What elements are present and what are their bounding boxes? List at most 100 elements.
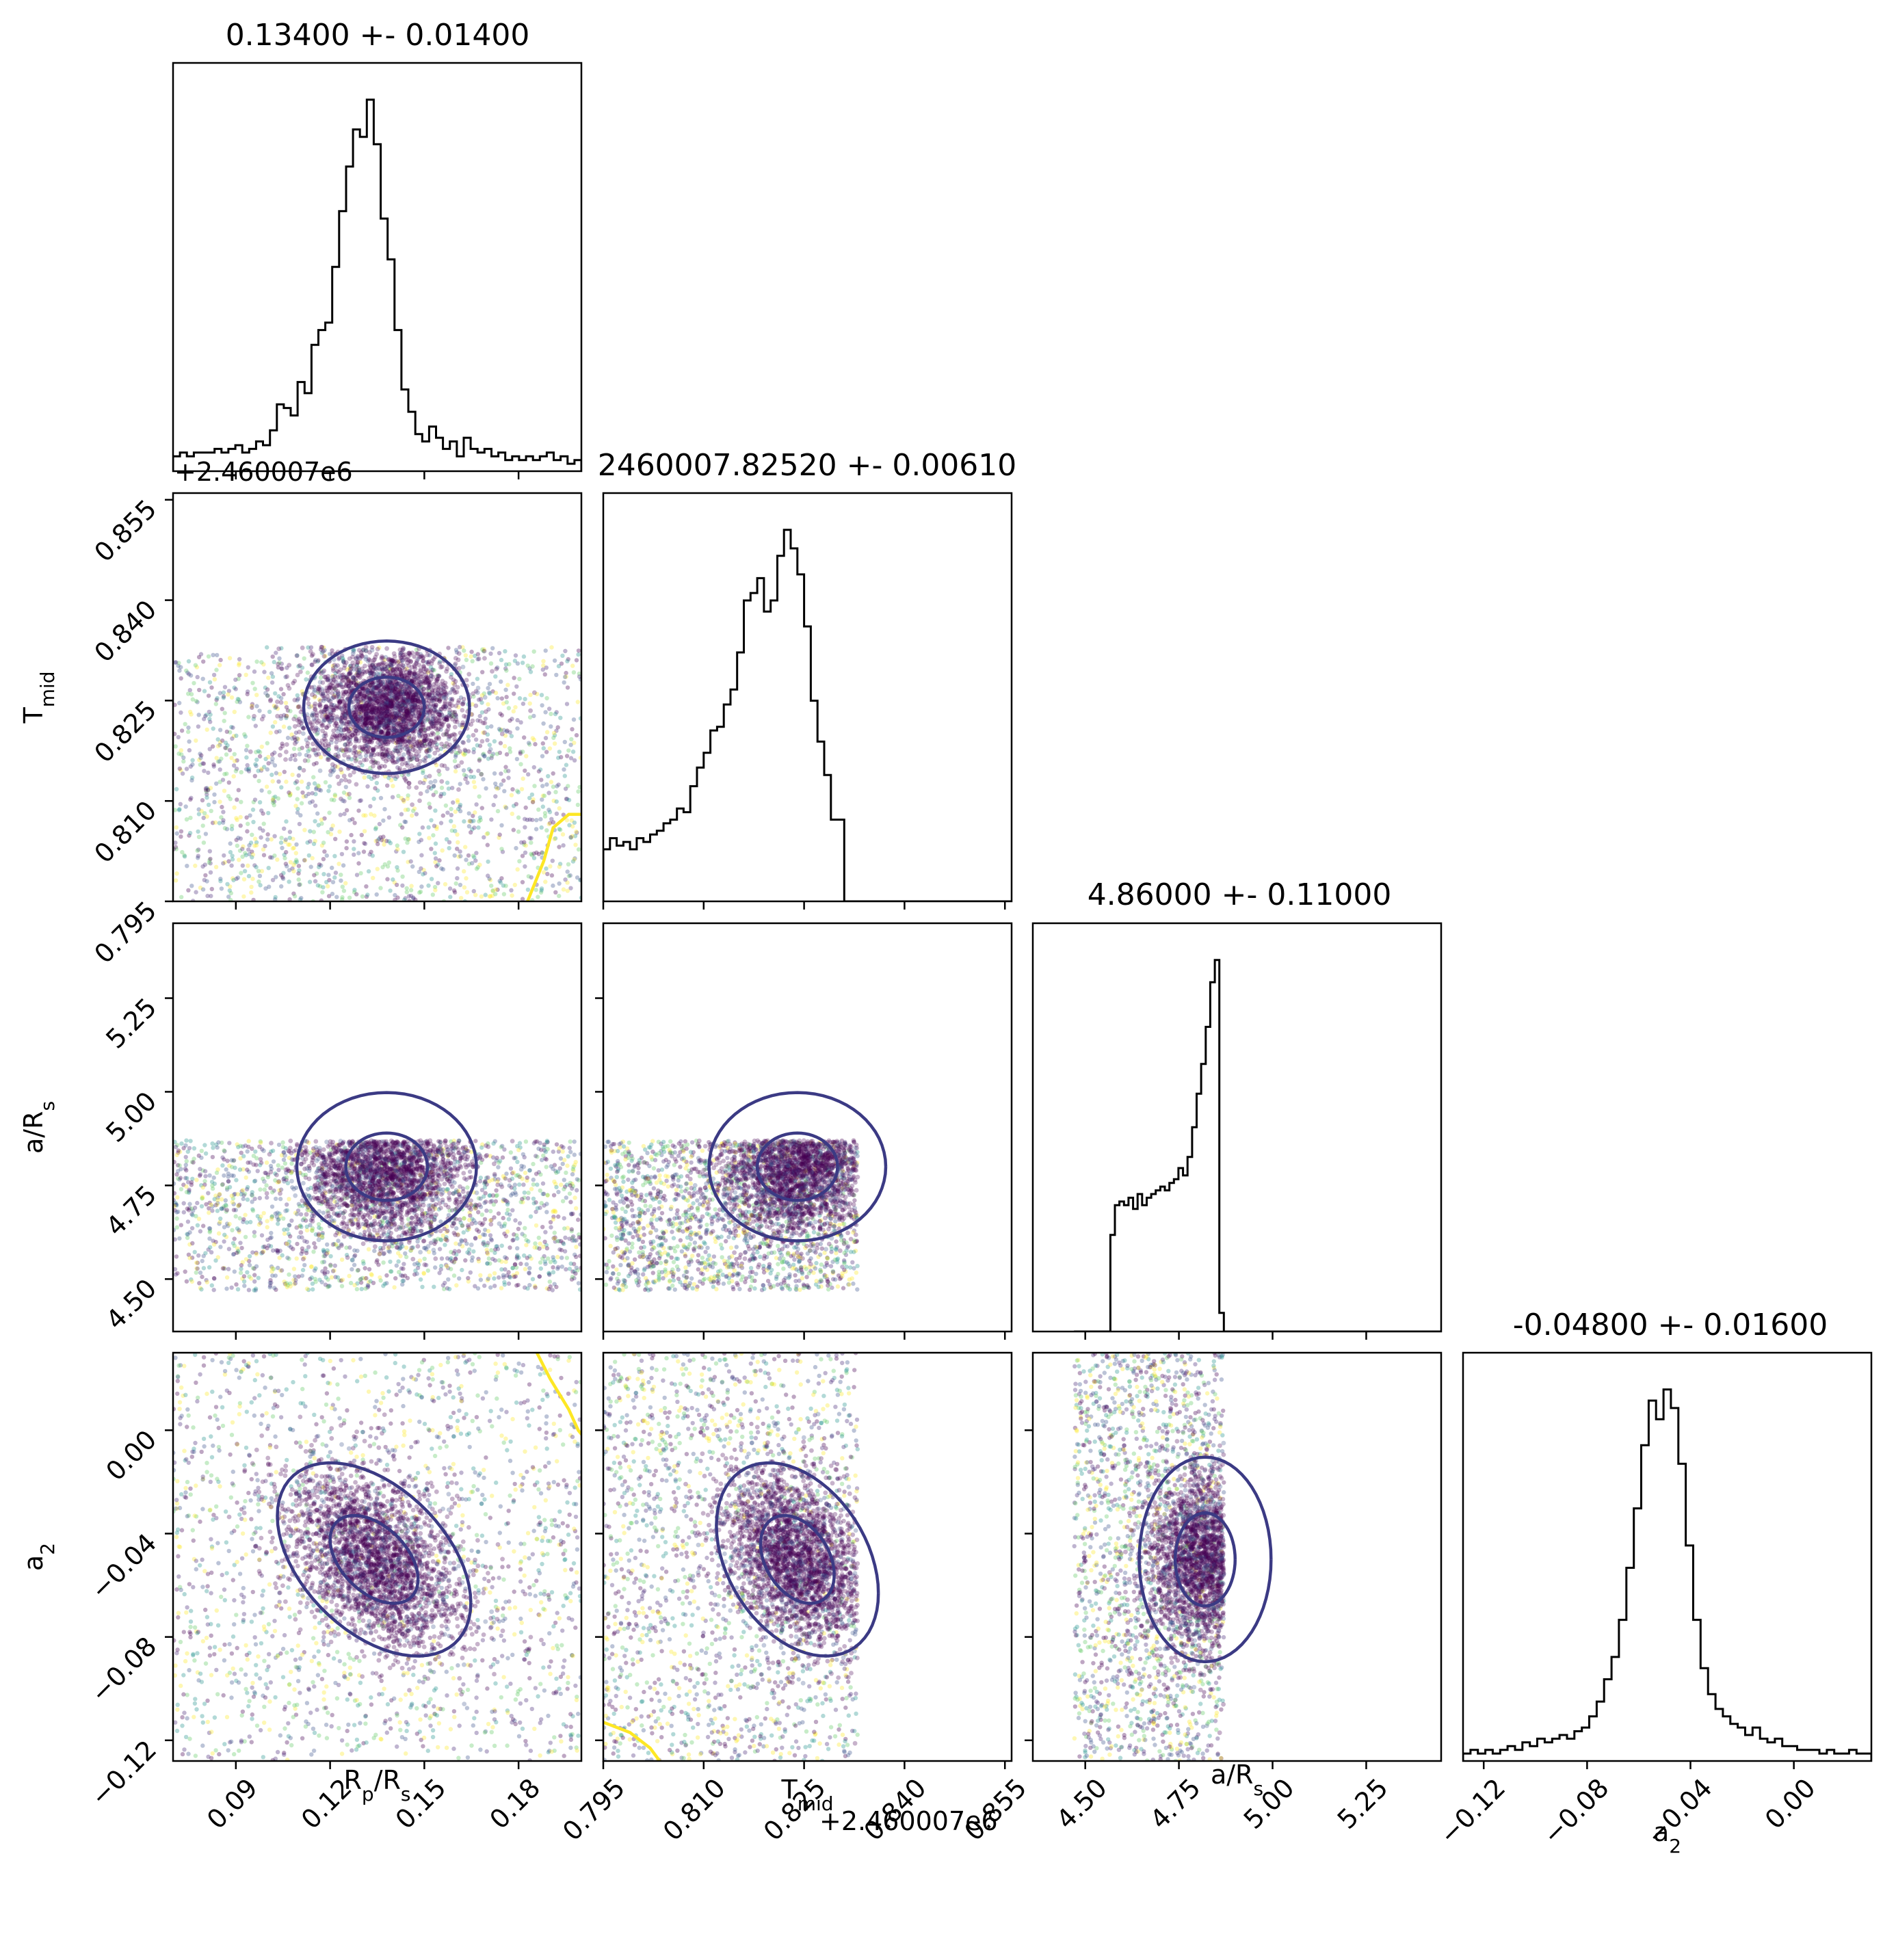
scatter-point xyxy=(439,1256,445,1261)
scatter-point xyxy=(443,882,448,887)
scatter-point xyxy=(504,729,509,734)
scatter-point xyxy=(500,849,505,854)
scatter-point xyxy=(367,702,372,707)
scatter-point xyxy=(498,711,503,716)
scatter-point xyxy=(388,661,393,667)
scatter-point xyxy=(365,713,370,719)
scatter-point xyxy=(293,860,298,865)
scatter-point xyxy=(417,745,422,750)
scatter-point xyxy=(373,745,379,750)
scatter-point xyxy=(257,800,263,805)
scatter-point xyxy=(314,711,319,716)
scatter-point xyxy=(233,677,238,683)
scatter-point xyxy=(372,694,378,700)
scatter-point xyxy=(236,788,241,793)
scatter-point xyxy=(261,1210,266,1216)
scatter-point xyxy=(347,667,353,672)
scatter-point xyxy=(506,769,511,773)
scatter-point xyxy=(393,690,399,696)
scatter-point xyxy=(329,1275,334,1280)
scatter-point xyxy=(395,696,400,702)
scatter-point xyxy=(357,714,363,719)
scatter-point xyxy=(291,680,295,685)
scatter-point xyxy=(369,648,375,653)
scatter-point xyxy=(539,693,544,698)
scatter-point xyxy=(323,731,328,736)
scatter-point xyxy=(361,669,366,674)
scatter-point xyxy=(313,707,318,713)
scatter-point xyxy=(333,836,338,842)
scatter-point xyxy=(341,748,345,753)
scatter-point xyxy=(361,707,367,713)
scatter-point xyxy=(376,683,382,689)
scatter-point xyxy=(508,1212,512,1217)
scatter-point xyxy=(331,668,336,673)
scatter-point xyxy=(391,689,396,694)
scatter-point xyxy=(403,690,408,696)
scatter-point xyxy=(407,740,412,745)
scatter-point xyxy=(265,1219,269,1223)
scatter-point xyxy=(334,694,339,700)
scatter-point xyxy=(267,698,273,704)
scatter-point xyxy=(417,734,423,739)
scatter-point xyxy=(326,697,331,702)
scatter-point xyxy=(373,825,378,830)
scatter-point xyxy=(447,708,452,713)
scatter-point xyxy=(415,698,420,704)
scatter-point xyxy=(516,790,521,795)
scatter-point xyxy=(488,1208,493,1214)
scatter-point xyxy=(183,804,188,809)
scatter-point xyxy=(397,667,402,672)
scatter-point xyxy=(458,645,462,650)
scatter-point xyxy=(463,776,468,782)
scatter-point xyxy=(207,747,212,752)
scatter-point xyxy=(259,788,264,793)
scatter-point xyxy=(465,1185,470,1190)
scatter-point xyxy=(384,716,390,721)
scatter-point xyxy=(321,1210,326,1215)
scatter-point xyxy=(552,836,557,842)
scatter-point xyxy=(235,797,239,802)
scatter-point xyxy=(544,696,549,701)
scatter-point xyxy=(363,648,369,653)
scatter-point xyxy=(356,750,361,754)
scatter-point xyxy=(389,698,394,703)
scatter-point xyxy=(433,708,438,713)
scatter-point xyxy=(407,708,412,714)
scatter-point xyxy=(411,896,416,901)
scatter-point xyxy=(343,689,349,694)
scatter-point xyxy=(287,726,292,730)
scatter-point xyxy=(493,674,498,679)
scatter-point xyxy=(380,752,385,757)
scatter-point xyxy=(410,678,415,684)
scatter-point xyxy=(458,695,464,700)
scatter-point xyxy=(369,722,374,727)
scatter-point xyxy=(490,689,495,694)
scatter-point xyxy=(463,845,468,849)
scatter-point xyxy=(453,829,458,834)
scatter-point xyxy=(230,823,235,828)
scatter-point xyxy=(456,698,462,703)
scatter-point xyxy=(377,752,382,757)
scatter-point xyxy=(386,815,392,820)
scatter-point xyxy=(441,694,447,700)
scatter-point xyxy=(396,758,401,763)
scatter-point xyxy=(280,741,285,746)
scatter-point xyxy=(390,715,395,720)
scatter-point xyxy=(434,826,439,832)
scatter-point xyxy=(370,717,376,721)
scatter-point xyxy=(254,864,259,870)
scatter-point xyxy=(422,758,427,764)
scatter-point xyxy=(395,868,400,873)
scatter-point xyxy=(498,880,503,885)
scatter-point xyxy=(496,1165,501,1169)
scatter-point xyxy=(392,689,397,694)
scatter-point xyxy=(405,686,410,691)
scatter-point xyxy=(470,702,475,707)
scatter-point xyxy=(434,864,439,869)
scatter-point xyxy=(353,712,358,717)
scatter-point xyxy=(273,794,278,799)
scatter-point xyxy=(331,695,337,700)
scatter-point xyxy=(449,674,453,680)
scatter-point xyxy=(375,699,380,704)
